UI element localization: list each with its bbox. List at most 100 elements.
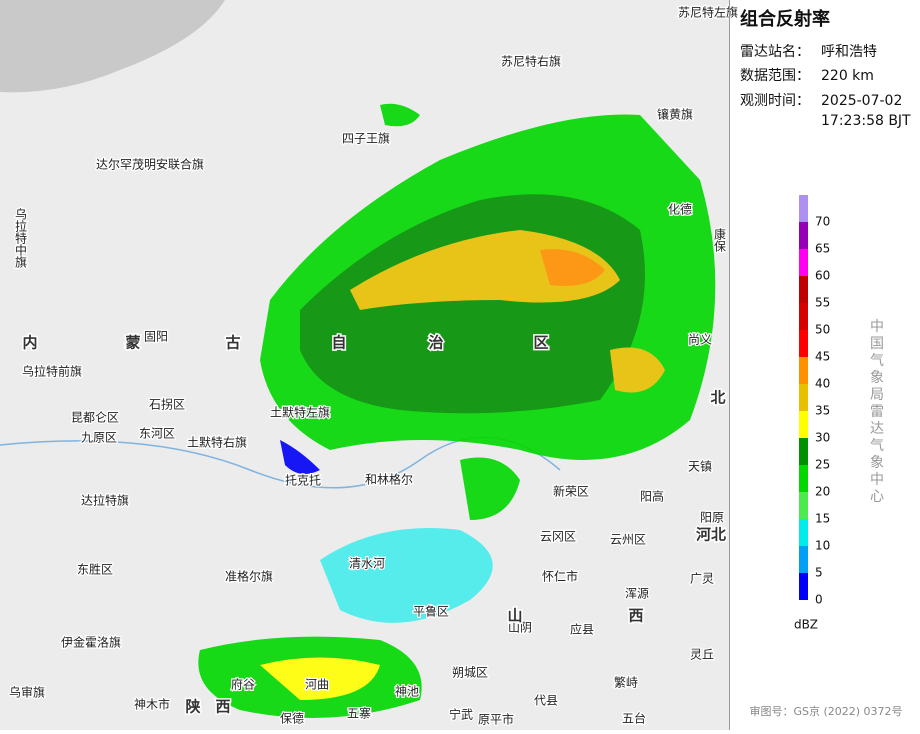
legend-label: 35 — [815, 404, 830, 418]
place-label: 清水河 — [349, 557, 385, 571]
place-label: 康保 — [713, 227, 727, 252]
place-label: 阳高 — [640, 489, 664, 504]
legend-swatch — [799, 249, 808, 276]
place-label: 五寨 — [347, 706, 371, 721]
place-label: 乌拉特前旗 — [22, 364, 82, 379]
place-label: 保德 — [280, 711, 304, 726]
station: 呼和浩特 — [821, 44, 877, 60]
range-label: 数据范围： — [740, 67, 810, 84]
time-clock: 17:23:58 BJT — [821, 113, 911, 129]
legend-label: 10 — [815, 539, 830, 553]
place-label: 固阳 — [144, 330, 168, 344]
panel-title: 组合反射率 — [740, 8, 830, 30]
place-label: 四子王旗 — [342, 131, 390, 146]
place-label: 五台 — [622, 711, 646, 726]
place-label: 浑源 — [625, 587, 649, 601]
place-label: 阳原 — [700, 511, 724, 525]
legend-label: 25 — [815, 458, 830, 472]
province-label: 古 — [225, 334, 240, 352]
place-label: 镶黄旗 — [657, 107, 693, 122]
legend-swatch — [799, 465, 808, 492]
legend-label: 30 — [815, 431, 830, 445]
place-label: 灵丘 — [690, 648, 714, 662]
legend-label: 20 — [815, 485, 830, 499]
station-label: 雷达站名： — [740, 44, 810, 60]
legend-label: 65 — [815, 242, 830, 256]
place-label: 九原区 — [81, 431, 117, 445]
place-label: 乌审旗 — [9, 685, 45, 700]
province-label: 区 — [533, 334, 548, 352]
province-label: 山 — [507, 607, 522, 625]
place-label: 繁峙 — [614, 675, 638, 690]
place-label: 苏尼特右旗 — [501, 54, 561, 69]
legend-label: 70 — [815, 215, 830, 229]
place-label: 应县 — [570, 622, 594, 637]
province-label: 蒙 — [125, 334, 140, 352]
place-label: 达尔罕茂明安联合旗 — [96, 157, 204, 172]
legend-org: 中国气象局雷达气象中心 — [868, 319, 884, 506]
place-label: 乌拉特中旗 — [14, 207, 28, 269]
legend-swatch — [799, 438, 808, 465]
province-label: 陕 — [185, 698, 200, 716]
place-label: 苏尼特左旗 — [678, 5, 738, 20]
legend-label: 50 — [815, 323, 830, 337]
legend-swatch — [799, 330, 808, 357]
legend-swatch — [799, 222, 808, 249]
time-date: 2025-07-02 — [821, 93, 902, 109]
province-label: 河北 — [696, 526, 726, 544]
place-label: 土默特右旗 — [187, 435, 247, 450]
place-label: 云州区 — [610, 533, 646, 547]
footer: 审图号：GS京 (2022) 0372号 — [749, 704, 902, 718]
place-label: 云冈区 — [540, 530, 576, 544]
province-label: 治 — [428, 334, 443, 352]
place-label: 平鲁区 — [413, 605, 449, 619]
legend-swatch — [799, 519, 808, 546]
legend-label: 60 — [815, 269, 830, 283]
place-label: 广灵 — [690, 572, 714, 586]
place-label: 和林格尔 — [365, 472, 413, 487]
place-label: 怀仁市 — [542, 569, 578, 584]
province-label: 自 — [331, 334, 346, 352]
place-label: 土默特左旗 — [270, 405, 330, 420]
time-label: 观测时间： — [740, 93, 810, 109]
radar-echo — [198, 103, 716, 718]
place-label: 化德 — [668, 202, 692, 217]
place-label: 宁武 — [449, 707, 473, 722]
info-panel: 组合反射率 雷达站名： 呼和浩特 数据范围： 220 km 观测时间： 2025… — [740, 8, 911, 718]
place-label: 东河区 — [139, 427, 175, 441]
legend-unit: dBZ — [794, 618, 818, 632]
place-label: 府谷 — [231, 677, 255, 692]
place-label: 昆都仑区 — [71, 411, 119, 425]
legend-label: 0 — [815, 593, 823, 607]
place-label: 托克托 — [285, 474, 321, 488]
place-label: 原平市 — [478, 712, 514, 727]
legend-label: 45 — [815, 350, 830, 364]
lake — [0, 0, 225, 93]
legend-swatch — [799, 411, 808, 438]
legend-label: 55 — [815, 296, 830, 310]
place-label: 天镇 — [688, 460, 712, 474]
province-label: 内 — [22, 334, 37, 352]
place-label: 新荣区 — [553, 484, 589, 499]
legend-swatch — [799, 195, 808, 222]
place-label: 石拐区 — [149, 397, 185, 412]
place-label: 山阴 — [508, 621, 532, 635]
legend-swatch — [799, 357, 808, 384]
legend-swatch — [799, 384, 808, 411]
legend-swatch — [799, 276, 808, 303]
province-label: 西 — [215, 698, 230, 716]
place-label: 神池 — [395, 685, 419, 699]
province-label: 西 — [628, 607, 643, 625]
legend-swatch — [799, 492, 808, 519]
place-label: 代县 — [534, 694, 558, 708]
legend: 0 5 10 15 20 25 30 35 40 45 50 55 60 65 70 — [799, 195, 830, 607]
province-label: 北 — [710, 389, 725, 407]
place-label: 神木市 — [134, 697, 170, 712]
range: 220 km — [821, 68, 874, 84]
legend-swatch — [799, 546, 808, 573]
place-label: 朔城区 — [452, 665, 488, 680]
